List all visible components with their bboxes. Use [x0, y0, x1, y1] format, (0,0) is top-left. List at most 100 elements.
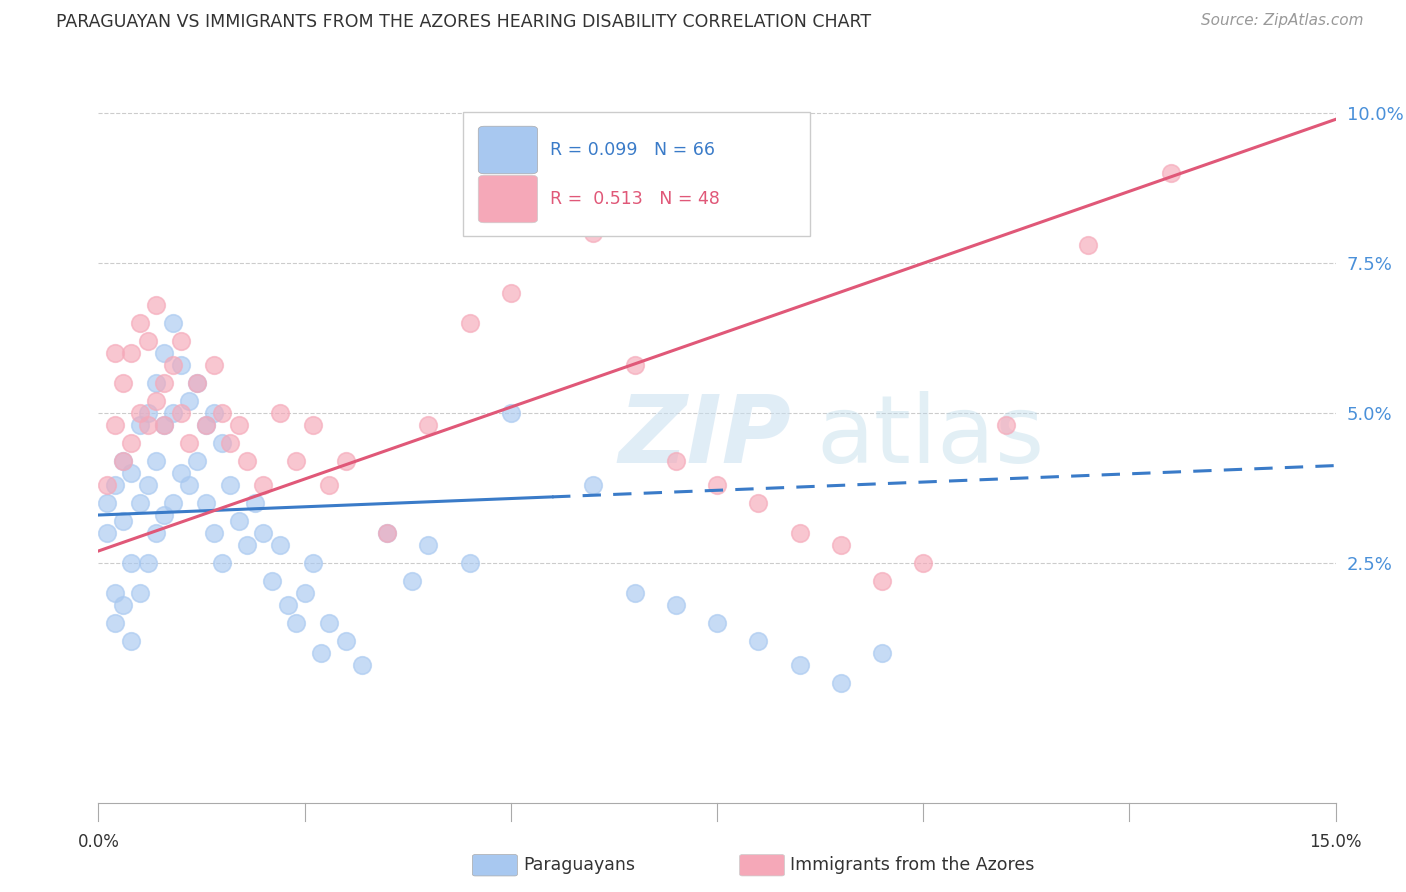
Point [136, 334, 159, 348]
Point [145, 394, 167, 409]
Point [145, 454, 167, 468]
Point [318, 478, 340, 492]
Point [269, 406, 291, 420]
Point [236, 538, 259, 552]
Point [499, 286, 522, 301]
Point [120, 466, 142, 480]
Point [145, 376, 167, 391]
Point [401, 574, 423, 588]
Point [162, 406, 184, 420]
Point [335, 634, 357, 648]
Point [145, 298, 167, 312]
Point [458, 316, 481, 330]
Text: Source: ZipAtlas.com: Source: ZipAtlas.com [1201, 13, 1364, 29]
Point [260, 574, 283, 588]
Point [375, 526, 398, 541]
Point [623, 358, 645, 372]
Point [302, 418, 325, 433]
Text: 0.0%: 0.0% [77, 833, 120, 851]
Point [582, 226, 605, 240]
Point [194, 418, 217, 433]
Point [128, 586, 150, 600]
Point [1160, 166, 1182, 180]
Point [228, 514, 250, 528]
Point [136, 406, 159, 420]
Point [104, 418, 127, 433]
Point [994, 418, 1017, 433]
Point [186, 376, 208, 391]
Point [170, 466, 193, 480]
Point [830, 676, 852, 690]
Point [96, 526, 118, 541]
Point [162, 496, 184, 510]
Point [870, 646, 893, 660]
Point [120, 634, 142, 648]
Point [104, 478, 127, 492]
Point [120, 556, 142, 570]
Point [104, 586, 127, 600]
Point [582, 478, 605, 492]
Point [112, 514, 135, 528]
Point [136, 478, 159, 492]
Point [499, 406, 522, 420]
Point [153, 346, 176, 360]
Point [228, 418, 250, 433]
Point [202, 358, 225, 372]
Point [706, 615, 728, 630]
Text: Paraguayans: Paraguayans [523, 856, 636, 874]
Point [186, 454, 208, 468]
Text: R =  0.513   N = 48: R = 0.513 N = 48 [550, 190, 720, 208]
Point [375, 526, 398, 541]
Point [120, 436, 142, 450]
Text: atlas: atlas [815, 391, 1045, 483]
Point [458, 556, 481, 570]
Point [277, 598, 299, 612]
Point [665, 598, 688, 612]
Text: PARAGUAYAN VS IMMIGRANTS FROM THE AZORES HEARING DISABILITY CORRELATION CHART: PARAGUAYAN VS IMMIGRANTS FROM THE AZORES… [56, 13, 872, 31]
Point [318, 615, 340, 630]
Point [747, 634, 769, 648]
Point [418, 418, 440, 433]
Point [104, 615, 127, 630]
Text: 15.0%: 15.0% [1309, 833, 1362, 851]
Point [202, 526, 225, 541]
Point [269, 538, 291, 552]
Point [194, 496, 217, 510]
Point [136, 418, 159, 433]
Point [236, 454, 259, 468]
Point [252, 526, 274, 541]
FancyBboxPatch shape [478, 126, 537, 174]
Point [309, 646, 332, 660]
Point [418, 538, 440, 552]
Point [112, 376, 135, 391]
Point [96, 478, 118, 492]
Point [830, 538, 852, 552]
Point [623, 586, 645, 600]
Point [211, 406, 233, 420]
Point [128, 406, 150, 420]
Point [219, 436, 242, 450]
Point [194, 418, 217, 433]
FancyBboxPatch shape [464, 112, 810, 235]
Point [153, 508, 176, 522]
Point [112, 454, 135, 468]
Point [302, 556, 325, 570]
Point [789, 657, 811, 672]
FancyBboxPatch shape [478, 175, 537, 223]
Point [202, 406, 225, 420]
Text: ZIP: ZIP [619, 391, 792, 483]
Point [128, 418, 150, 433]
Point [912, 556, 935, 570]
Point [170, 334, 193, 348]
Point [186, 376, 208, 391]
Point [153, 418, 176, 433]
Point [153, 376, 176, 391]
Point [211, 556, 233, 570]
Text: Immigrants from the Azores: Immigrants from the Azores [790, 856, 1035, 874]
Point [285, 454, 308, 468]
Point [128, 496, 150, 510]
Point [352, 657, 374, 672]
Point [104, 346, 127, 360]
Point [335, 454, 357, 468]
Point [285, 615, 308, 630]
